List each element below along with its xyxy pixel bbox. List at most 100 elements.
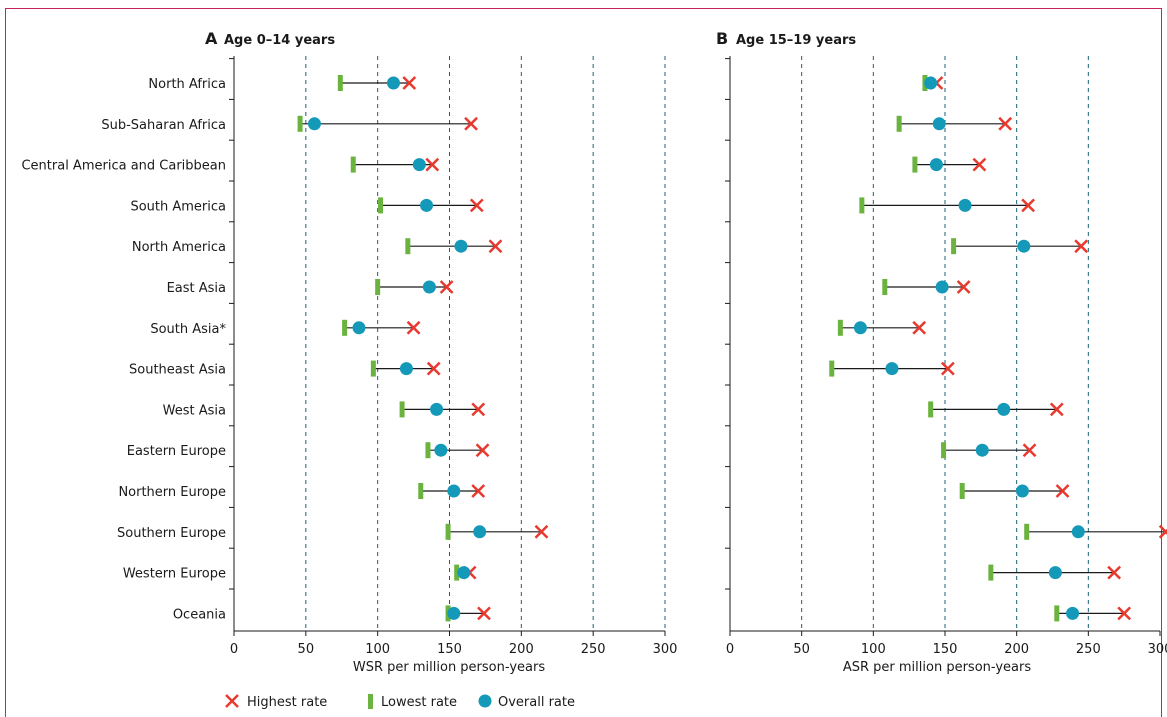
overall-rate-marker [454,239,468,253]
legend-item-highest: Highest rate [225,694,327,710]
highest-rate-marker [426,361,441,376]
highest-rate-marker [477,606,491,621]
highest-rate-stroke [471,402,486,417]
highest-rate-marker [425,157,440,172]
panel-a-x-tick-label: 200 [509,642,534,657]
lowest-rate-marker [445,523,451,540]
panel-a-x-axis-label: WSR per million person-years [353,660,545,675]
lowest-rate-marker [896,115,902,132]
highest-rate-stroke [426,361,441,376]
overall-rate-marker [352,321,366,335]
category-label: Central America and Caribbean [21,159,226,174]
lowest-rate-marker [951,238,957,255]
overall-rate-marker [422,280,436,294]
overall-rate-marker [1017,239,1031,253]
legend-item-overall: Overall rate [478,694,575,710]
overall-rate-marker [932,117,946,131]
highest-rate-stroke [1158,528,1167,539]
lowest-rate-marker [405,238,411,255]
overall-rate-marker [929,158,943,172]
panel-b-x-tick-label: 0 [726,642,734,657]
highest-rate-stroke [1107,565,1122,580]
overall-rate-marker [997,402,1011,416]
panel-a-ticks: 0 50 100 150 200 250 300 [230,631,677,657]
lowest-rate-marker [399,401,405,418]
legend-label-overall: Overall rate [498,695,575,710]
overall-rate-marker [1066,606,1080,620]
highest-rate-marker [998,116,1013,131]
category-label: Sub-Saharan Africa [101,118,226,133]
category-label: North America [132,240,226,255]
overall-rate-marker [457,566,471,580]
panel-b-letter: B [716,29,728,48]
lowest-rate-marker [350,156,356,173]
highest-rate-stroke [1074,239,1089,254]
highest-rate-stroke [406,320,421,335]
highest-rate-marker [1117,606,1132,621]
panel-a: A Age 0–14 years 0 50 100 150 200 250 300 Nort… [21,29,677,675]
lowest-rate-marker [941,442,947,459]
category-label: South Asia* [150,322,226,337]
highest-rate-marker [471,402,486,417]
highest-rate-stroke [972,157,987,172]
lowest-rate-marker [912,156,918,173]
category-label: Eastern Europe [127,444,226,459]
highest-rate-marker [406,320,421,335]
overall-rate-marker [885,362,899,376]
overall-rate-marker [420,198,434,212]
panel-a-x-tick-label: 250 [581,642,606,657]
category-label: North Africa [148,77,226,92]
panel-b-x-tick-label: 250 [1076,642,1101,657]
overall-rate-marker [434,443,448,457]
panel-b-x-tick-label: 50 [793,642,810,657]
panel-b-title: Age 15–19 years [736,33,856,48]
panel-a-gridlines [305,56,666,631]
blue-dot-icon [478,694,492,708]
overall-rate-marker [1071,525,1085,539]
overall-rate-marker [975,443,989,457]
panel-b: B Age 15–19 years 0 50 100 150 200 250 300 ASR… [716,29,1167,675]
overall-rate-marker [1048,566,1062,580]
lowest-rate-marker [378,197,384,214]
category-label: Southern Europe [117,526,226,541]
category-label: Western Europe [123,567,226,582]
highest-rate-marker [940,361,955,376]
overall-rate-marker [447,484,461,498]
overall-rate-marker [924,76,938,90]
highest-rate-marker [956,280,971,294]
category-label: East Asia [167,281,226,296]
panel-a-x-tick-label: 150 [437,642,462,657]
panel-a-x-tick-label: 50 [298,642,315,657]
highest-rate-stroke [534,524,549,539]
overall-rate-marker [386,76,400,90]
lowest-rate-marker [425,442,431,459]
highest-rate-marker [1021,198,1036,213]
lowest-rate-marker [1024,523,1030,540]
highest-rate-marker [488,239,503,254]
highest-rate-stroke [1055,484,1070,498]
panel-b-x-tick-label: 200 [1004,642,1029,657]
lowest-rate-marker [959,483,965,499]
overall-rate-marker [447,606,461,620]
legend-label-highest: Highest rate [247,695,327,710]
lowest-rate-marker [418,483,424,499]
highest-rate-marker [475,443,490,458]
highest-rate-marker [972,157,987,172]
highest-rate-marker [1049,402,1064,417]
lowest-rate-marker [837,319,843,336]
highest-rate-stroke [477,606,491,621]
lowest-rate-marker [370,360,376,377]
green-bar-icon [368,694,373,709]
panel-b-x-tick-label: 300 [1148,642,1167,657]
overall-rate-marker [412,158,426,172]
legend: Highest rate Lowest rate Overall rate [225,694,575,710]
overall-rate-marker [307,117,321,131]
highest-rate-stroke [464,116,478,131]
lowest-rate-marker [882,279,888,295]
lowest-rate-marker [297,115,303,132]
panel-b-x-axis-label: ASR per million person-years [843,660,1031,675]
legend-label-lowest: Lowest rate [381,695,457,710]
highest-rate-marker [439,280,454,294]
panel-b-rows [725,58,1167,622]
lowest-rate-marker [375,279,381,295]
